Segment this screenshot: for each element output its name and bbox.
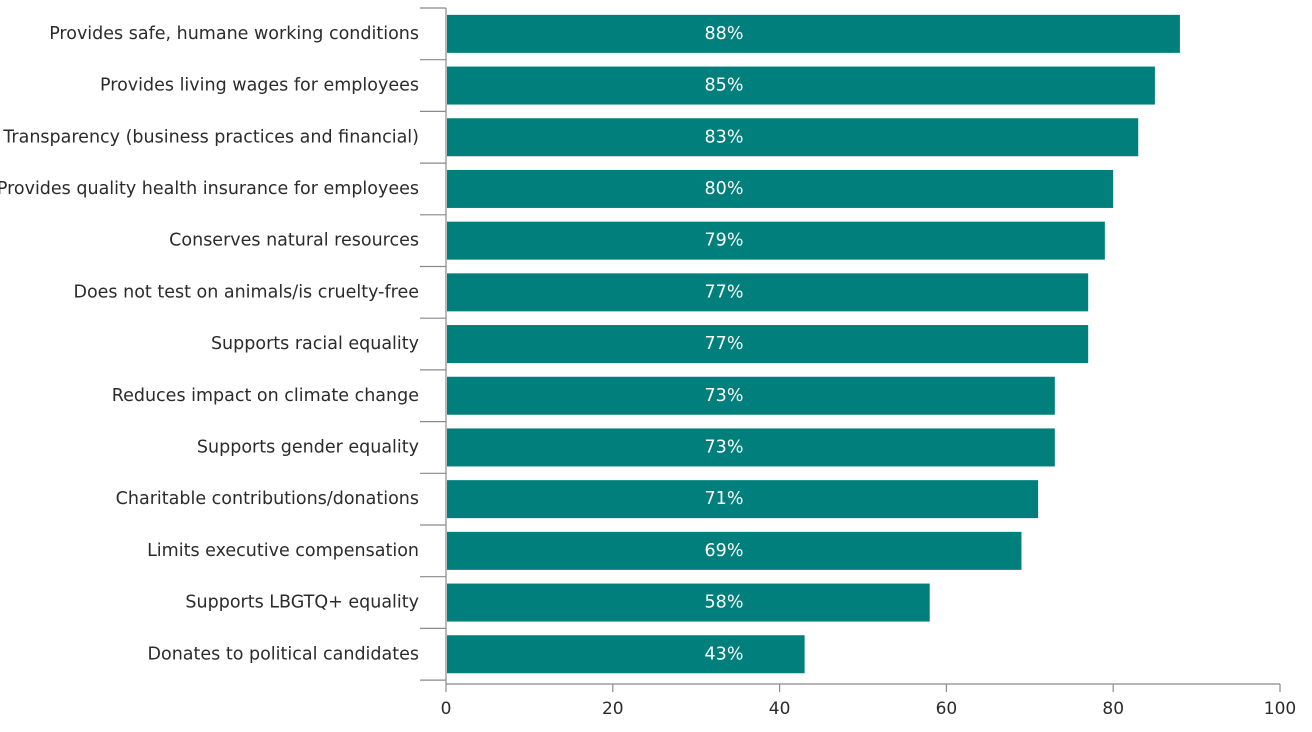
bar — [447, 428, 1055, 467]
bar-value-label: 77% — [705, 282, 744, 302]
category-label: Limits executive compensation — [147, 541, 419, 561]
category-label: Transparency (business practices and fin… — [2, 127, 419, 147]
bar-value-label: 83% — [705, 127, 744, 147]
category-label: Donates to political candidates — [148, 644, 419, 664]
bar-value-label: 71% — [705, 489, 744, 509]
bar — [447, 325, 1089, 364]
category-label: Does not test on animals/is cruelty-free — [73, 282, 419, 302]
bar-value-labels: 88% 85% 83% 80% 79% 77% 77% 73% 73% 71% 69% 58% 43% — [705, 24, 744, 664]
x-tick-label: 20 — [602, 699, 624, 719]
x-tick-label: 0 — [441, 699, 452, 719]
bar-value-label: 73% — [705, 386, 744, 406]
category-label: Supports racial equality — [211, 334, 419, 354]
bar-value-label: 77% — [705, 334, 744, 354]
bar-value-label: 79% — [705, 231, 744, 251]
category-label: Provides living wages for employees — [100, 76, 419, 96]
category-label: Provides safe, humane working conditions — [49, 24, 419, 44]
bar-value-label: 73% — [705, 437, 744, 457]
x-tick-label: 60 — [936, 699, 958, 719]
bar — [447, 14, 1180, 53]
bar — [447, 221, 1105, 260]
bar-value-label: 85% — [705, 76, 744, 96]
category-label: Reduces impact on climate change — [112, 386, 419, 406]
category-label: Conserves natural resources — [169, 231, 419, 251]
category-labels: Provides safe, humane working conditions… — [0, 24, 419, 664]
bar-value-label: 80% — [705, 179, 744, 199]
bar — [447, 531, 1022, 570]
bars — [447, 14, 1180, 674]
bar — [447, 169, 1114, 208]
x-tick-label: 80 — [1102, 699, 1124, 719]
axes: 0 20 40 60 80 100 — [420, 7, 1296, 719]
bar-value-label: 43% — [705, 644, 744, 664]
category-label: Supports LBGTQ+ equality — [185, 593, 419, 613]
bar — [447, 273, 1089, 312]
category-label: Supports gender equality — [197, 437, 419, 457]
category-label: Charitable contributions/donations — [116, 489, 419, 509]
bar — [447, 583, 930, 622]
bar — [447, 480, 1039, 519]
bar — [447, 66, 1155, 105]
category-label: Provides quality health insurance for em… — [0, 179, 419, 199]
x-tick-label: 100 — [1264, 699, 1296, 719]
bar — [447, 635, 805, 674]
bar-value-label: 58% — [705, 593, 744, 613]
bar-value-label: 88% — [705, 24, 744, 44]
bar — [447, 376, 1055, 415]
bar-value-label: 69% — [705, 541, 744, 561]
bar — [447, 118, 1139, 157]
x-tick-label: 40 — [769, 699, 791, 719]
